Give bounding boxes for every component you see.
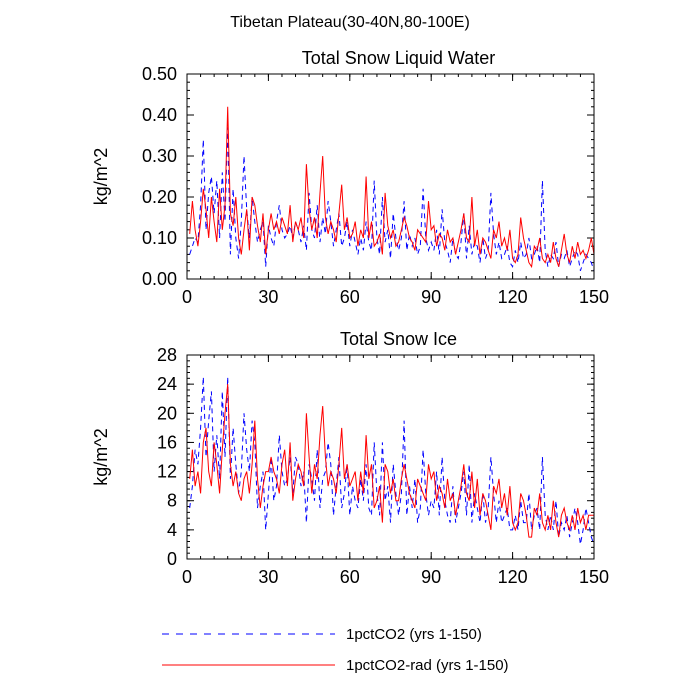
y-tick-label: 0.10 (142, 228, 177, 248)
y-tick-label: 0.50 (142, 64, 177, 84)
y-tick-label: 12 (157, 462, 177, 482)
x-tick-label: 0 (182, 567, 192, 587)
series-line-1pctco2-rad (189, 384, 594, 538)
x-tick-label: 0 (182, 287, 192, 307)
x-tick-label: 90 (421, 567, 441, 587)
y-tick-label: 0.30 (142, 146, 177, 166)
x-tick-label: 30 (258, 567, 278, 587)
x-tick-label: 90 (421, 287, 441, 307)
snow-liquid-water-y-axis-label: kg/m^2 (91, 148, 111, 205)
snow-ice-ticks: 0 30 60 90 120 150 0 4 8 12 16 20 24 28 (157, 345, 609, 587)
snow-ice-series (189, 376, 595, 545)
snow-ice-y-axis-label: kg/m^2 (91, 428, 111, 485)
y-tick-label: 0.00 (142, 269, 177, 289)
snow-liquid-water-ticks: 0 30 60 90 120 150 0.00 0.10 0.20 0.30 0.40 0.50 (142, 64, 609, 307)
y-tick-label: 16 (157, 432, 177, 452)
x-tick-label: 60 (340, 287, 360, 307)
x-tick-label: 60 (340, 567, 360, 587)
snow-liquid-water-title: Total Snow Liquid Water (302, 48, 495, 68)
y-tick-label: 4 (167, 520, 177, 540)
series-line-1pctco2 (189, 127, 595, 271)
legend-label-1pctco2: 1pctCO2 (yrs 1-150) (346, 626, 482, 643)
x-tick-label: 150 (579, 567, 609, 587)
y-tick-label: 28 (157, 345, 177, 365)
y-tick-label: 20 (157, 403, 177, 423)
y-tick-label: 8 (167, 491, 177, 511)
snow-ice-title: Total Snow Ice (340, 329, 457, 349)
snow-ice-plot-frame (186, 354, 595, 560)
snow-liquid-water-series (189, 106, 595, 271)
figure-title: Tibetan Plateau(30-40N,80-100E) (230, 14, 470, 31)
y-tick-label: 0 (167, 549, 177, 569)
y-tick-label: 0.20 (142, 187, 177, 207)
x-tick-label: 120 (498, 287, 528, 307)
snow-liquid-water-panel: Total Snow Liquid Water kg/m^2 0 30 60 90 12… (91, 48, 609, 307)
series-line-1pctco2-rad (189, 106, 595, 269)
y-tick-label: 0.40 (142, 105, 177, 125)
x-tick-label: 30 (258, 287, 278, 307)
snow-liquid-water-plot-frame (186, 73, 595, 280)
x-tick-label: 120 (498, 567, 528, 587)
snow-ice-panel: Total Snow Ice kg/m^2 0 30 60 90 120 150 0 4 8 12… (91, 329, 609, 587)
y-tick-label: 24 (157, 374, 177, 394)
legend-label-1pctco2-rad: 1pctCO2-rad (yrs 1-150) (346, 657, 509, 674)
legend: 1pctCO2 (yrs 1-150) 1pctCO2-rad (yrs 1-1… (162, 626, 509, 674)
x-tick-label: 150 (579, 287, 609, 307)
